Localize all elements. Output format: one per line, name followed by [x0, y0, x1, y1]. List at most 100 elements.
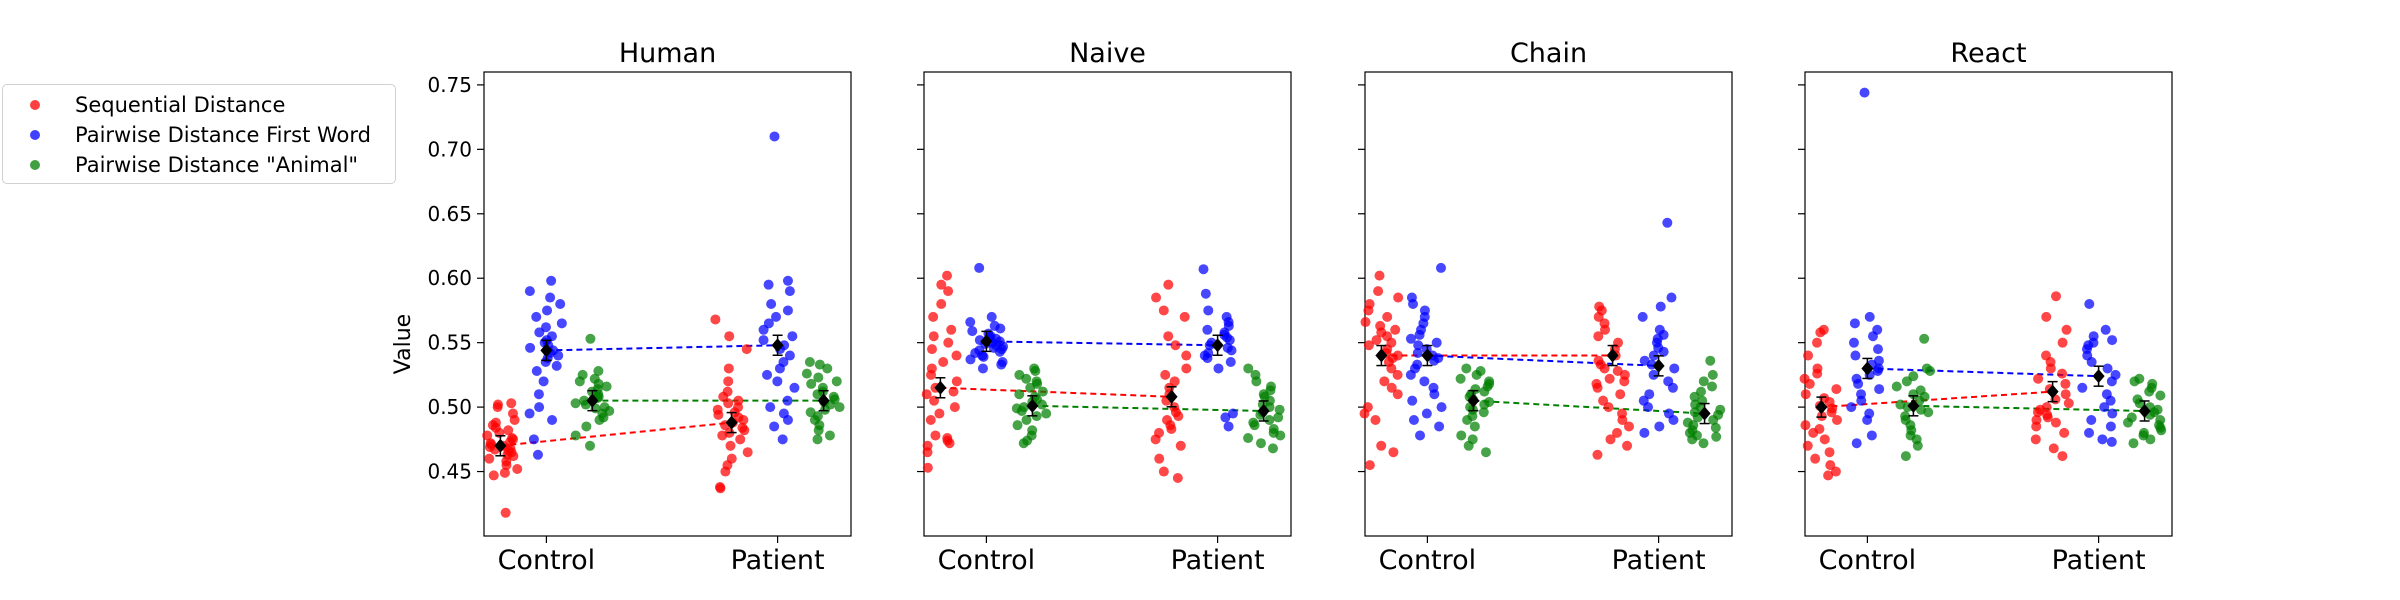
data-point	[1163, 331, 1174, 342]
data-point	[1388, 447, 1399, 458]
data-point	[2147, 378, 2158, 389]
data-point	[581, 421, 592, 432]
mean-marker	[1907, 398, 1920, 413]
data-point	[1849, 318, 1860, 329]
data-point	[506, 398, 517, 409]
data-point	[934, 408, 945, 419]
data-point	[1154, 453, 1165, 464]
data-point	[1874, 384, 1885, 395]
y-tick-label: 0.55	[427, 331, 472, 355]
data-point	[813, 372, 824, 383]
panel-title: Chain	[1510, 38, 1587, 69]
legend-label: Pairwise Distance First Word	[75, 123, 371, 147]
data-point	[1264, 415, 1275, 425]
data-point	[585, 440, 596, 451]
data-point	[1824, 447, 1835, 458]
data-point	[1436, 402, 1447, 413]
data-point	[2107, 335, 2118, 346]
data-point	[1014, 389, 1025, 400]
mean-line	[1821, 390, 2053, 409]
data-point	[2042, 409, 2053, 420]
mean-marker	[1467, 393, 1480, 408]
data-point	[778, 357, 789, 367]
data-point	[1012, 420, 1023, 431]
panel-chain: Chain Control Patient	[1358, 38, 1733, 576]
data-point	[1415, 430, 1426, 441]
data-point	[1169, 376, 1180, 387]
data-point	[1265, 381, 1276, 392]
data-point	[2107, 408, 2118, 419]
data-point	[1469, 421, 1480, 432]
legend-marker-icon	[30, 100, 40, 110]
data-point	[1274, 404, 1285, 415]
data-point	[1375, 320, 1386, 331]
data-point	[778, 408, 789, 419]
data-point	[989, 320, 1000, 331]
data-point	[943, 337, 954, 348]
legend-item-sequential: Sequential Distance	[3, 90, 285, 120]
data-point	[1405, 333, 1416, 344]
data-point	[1593, 331, 1604, 342]
data-point	[1864, 311, 1875, 322]
data-point	[986, 311, 997, 322]
data-point	[1707, 369, 1718, 380]
x-tick-label: Control	[1379, 545, 1477, 576]
data-point	[524, 286, 535, 297]
mean-marker	[2046, 384, 2059, 399]
data-point	[1475, 366, 1486, 377]
data-point	[1599, 318, 1610, 329]
data-point	[570, 398, 581, 409]
data-point	[1705, 355, 1716, 366]
data-point	[951, 350, 962, 361]
data-point	[579, 395, 590, 406]
data-point	[488, 470, 499, 481]
data-point	[822, 363, 833, 374]
data-point	[1846, 402, 1857, 413]
data-point	[1605, 434, 1616, 445]
data-point	[927, 344, 938, 355]
panel-naive: Naive Control Patient	[917, 38, 1292, 576]
plot-frame	[923, 71, 1292, 537]
data-point	[525, 342, 536, 353]
data-point	[1267, 443, 1278, 454]
data-point	[938, 357, 949, 367]
data-point	[1921, 363, 1932, 374]
data-point	[2033, 373, 2044, 384]
data-point	[936, 299, 947, 309]
data-point	[1710, 422, 1721, 433]
mean-marker	[1375, 348, 1388, 363]
data-point	[570, 430, 581, 441]
data-point	[1021, 415, 1032, 425]
data-point	[1799, 373, 1810, 384]
panel-title: React	[1950, 38, 2026, 69]
data-point	[1872, 324, 1883, 335]
data-point	[787, 331, 798, 342]
data-point	[2057, 337, 2068, 348]
data-point	[965, 317, 976, 328]
data-point	[1029, 363, 1040, 374]
data-point	[1018, 402, 1029, 413]
mean-marker	[1211, 338, 1224, 353]
data-point	[769, 131, 780, 142]
plot-frame	[1804, 71, 2173, 537]
data-point	[1814, 424, 1825, 435]
data-point	[1915, 385, 1926, 396]
data-point	[534, 402, 545, 413]
data-point	[546, 331, 557, 342]
data-point	[812, 434, 823, 445]
data-point	[1364, 460, 1375, 471]
data-point	[507, 408, 518, 419]
data-point	[997, 357, 1008, 367]
mean-marker	[980, 334, 993, 349]
data-point	[1376, 440, 1387, 451]
data-point	[1715, 404, 1726, 415]
data-point	[2105, 421, 2116, 432]
data-point	[1227, 408, 1238, 419]
data-point	[1480, 447, 1491, 458]
data-point	[1623, 421, 1634, 432]
data-point	[779, 340, 790, 351]
data-point	[1696, 386, 1707, 397]
data-point	[784, 286, 795, 297]
data-point	[2134, 373, 2145, 384]
legend-item-animal: Pairwise Distance "Animal"	[3, 150, 358, 180]
